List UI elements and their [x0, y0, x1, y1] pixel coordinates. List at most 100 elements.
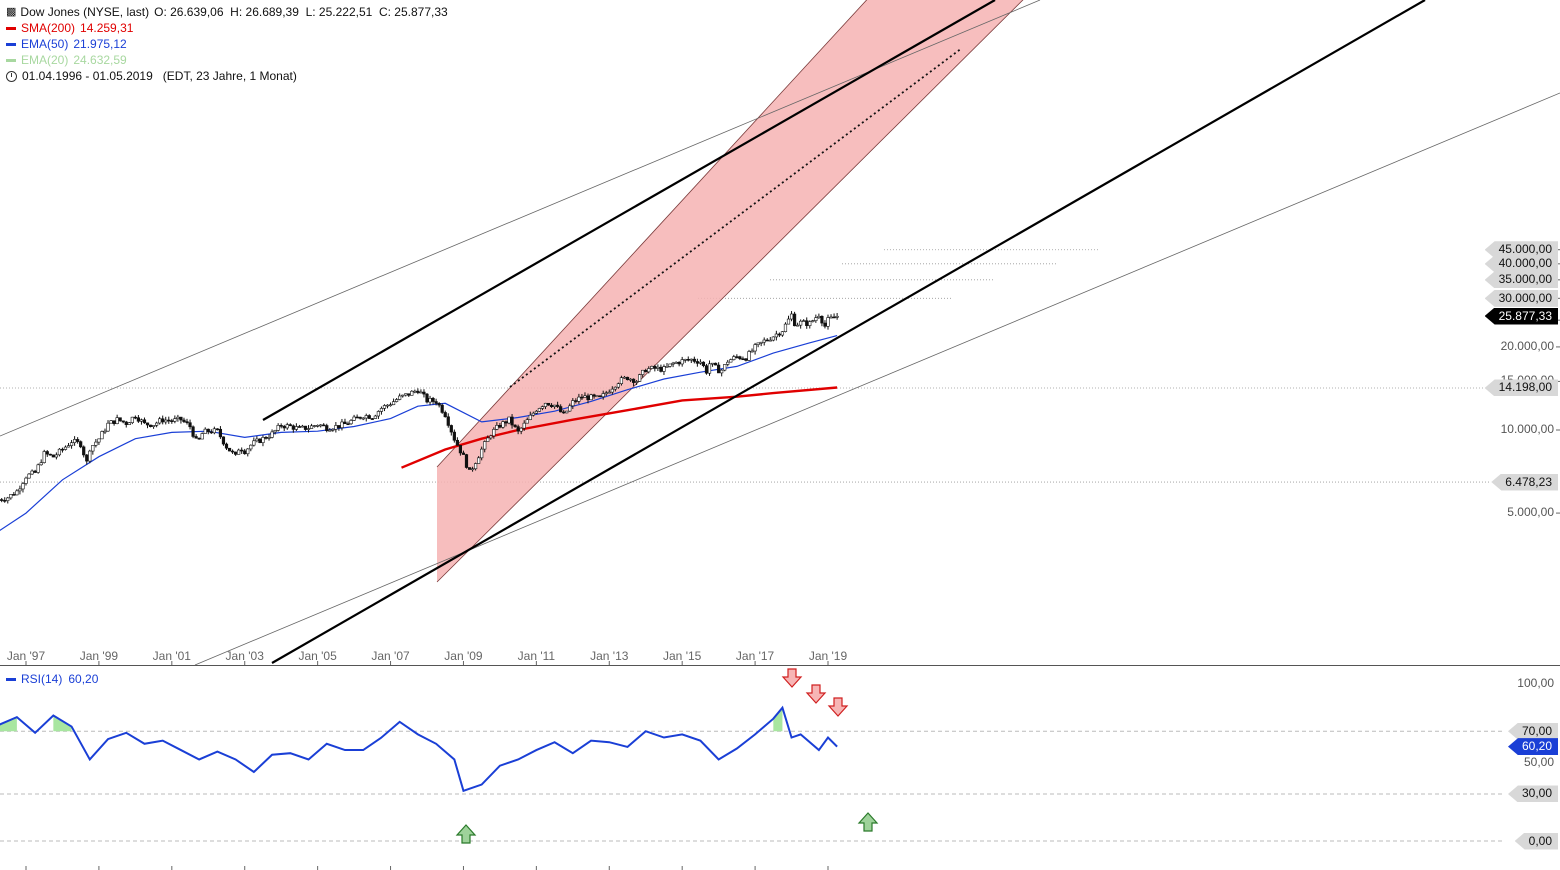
candle-body: [467, 467, 472, 470]
legend-ema50[interactable]: EMA(50) 21.975,12: [6, 36, 448, 52]
candle-body: [379, 408, 384, 412]
price-target-marker: 35.000,00: [1484, 271, 1558, 289]
candle-body: [625, 376, 630, 381]
candle-body: [91, 445, 95, 452]
candle-body: [279, 425, 283, 427]
candle-body: [376, 411, 380, 417]
candle-body: [73, 439, 77, 443]
candle-body: [619, 377, 624, 384]
candle-body: [513, 424, 517, 427]
candle-body: [519, 427, 523, 432]
candle-body: [264, 437, 268, 439]
candle-body: [434, 401, 438, 404]
candle-body: [610, 388, 614, 393]
candle-body: [789, 313, 794, 320]
candle-body: [832, 316, 836, 319]
candle-body: [805, 320, 809, 326]
candle-body: [458, 445, 463, 454]
candle-body: [537, 408, 542, 412]
candle-body: [577, 396, 581, 402]
candle-body: [683, 358, 687, 361]
candle-body: [498, 425, 502, 428]
candle-body: [823, 322, 827, 327]
candle-body: [24, 477, 28, 484]
candle-body: [185, 421, 189, 424]
sma200-value: 14.259,31: [80, 21, 134, 35]
candle-body: [297, 426, 302, 428]
x-axis-label: Jan '07: [371, 649, 410, 663]
ema20-label: EMA(20): [21, 53, 69, 67]
candle-body: [176, 416, 180, 419]
legend-ema20[interactable]: EMA(20) 24.632,59: [6, 52, 448, 68]
candle-body: [419, 391, 423, 394]
candle-body: [780, 331, 785, 336]
candle-body: [30, 470, 34, 475]
x-axis-label: Jan '19: [808, 649, 848, 663]
candle-body: [777, 333, 781, 336]
buy-arrow-icon: [857, 812, 879, 832]
candle-body: [480, 448, 484, 459]
candle-body: [194, 436, 198, 439]
price-target-marker: 45.000,00: [1484, 241, 1558, 259]
rsi-legend[interactable]: RSI(14) 60,20: [6, 671, 98, 687]
candle-body: [398, 395, 402, 400]
candle-body: [63, 446, 68, 450]
candle-body: [771, 336, 775, 341]
ema20-swatch: [6, 58, 16, 62]
x-axis-label: Jan '11: [517, 649, 556, 663]
candle-body: [373, 415, 377, 419]
chart-legend: ▩ Dow Jones (NYSE, last) O: 26.639,06 H:…: [6, 4, 448, 84]
legend-sma200[interactable]: SMA(200) 14.259,31: [6, 20, 448, 36]
candle-body: [282, 425, 286, 429]
ema50-value: 21.975,12: [73, 37, 127, 51]
price-target-marker: 40.000,00: [1484, 255, 1558, 273]
candle-body: [234, 451, 238, 455]
candle-body: [358, 416, 362, 419]
candle-body: [601, 393, 605, 398]
rsi-overbought-zone: [0, 717, 17, 732]
candle-body: [388, 404, 393, 407]
candle-body: [543, 402, 548, 407]
long-term-lower-trendline: [194, 92, 1560, 666]
candle-body: [413, 390, 417, 393]
x-axis-label: Jan '01: [152, 649, 191, 663]
candle-body: [455, 439, 459, 446]
candle-body: [309, 425, 314, 429]
x-axis-label: Jan '05: [298, 649, 337, 663]
candle-body: [361, 417, 365, 420]
candle-body: [60, 448, 65, 451]
x-axis-label: Jan '09: [444, 649, 483, 663]
candle-body: [622, 376, 627, 379]
candle-body: [580, 396, 584, 399]
candle-body: [109, 420, 113, 424]
rsi-axis-label: 100,00: [1517, 676, 1554, 691]
candle-body: [422, 391, 426, 395]
candle-body: [595, 395, 599, 398]
candle-body: [9, 494, 13, 499]
candle-body: [820, 315, 824, 324]
candle-body: [118, 417, 122, 422]
x-axis-label: Jan '03: [225, 649, 264, 663]
sell-arrow-icon: [827, 697, 849, 717]
candle-body: [753, 344, 757, 352]
candle-body: [121, 420, 125, 423]
ema50-label: EMA(50): [21, 37, 69, 51]
legend-instrument: ▩ Dow Jones (NYSE, last) O: 26.639,06 H:…: [6, 4, 448, 20]
candle-body: [294, 426, 298, 430]
candle-body: [57, 448, 62, 456]
candle-body: [42, 451, 46, 463]
resistance-trendline: [262, 0, 996, 421]
price-level-marker: 6.478,23: [1491, 473, 1558, 491]
date-range: 01.04.1996 - 01.05.2019: [22, 69, 153, 83]
candle-body: [786, 318, 791, 325]
sma200-line: [401, 386, 838, 469]
candle-body: [212, 428, 216, 434]
clock-icon: [6, 70, 17, 82]
candle-body: [243, 450, 247, 455]
candle-body: [641, 369, 645, 375]
candle-body: [534, 410, 538, 414]
candle-body: [647, 368, 651, 373]
channel-upper: [436, 0, 868, 468]
candle-body: [385, 404, 390, 407]
candle-body: [723, 364, 727, 371]
